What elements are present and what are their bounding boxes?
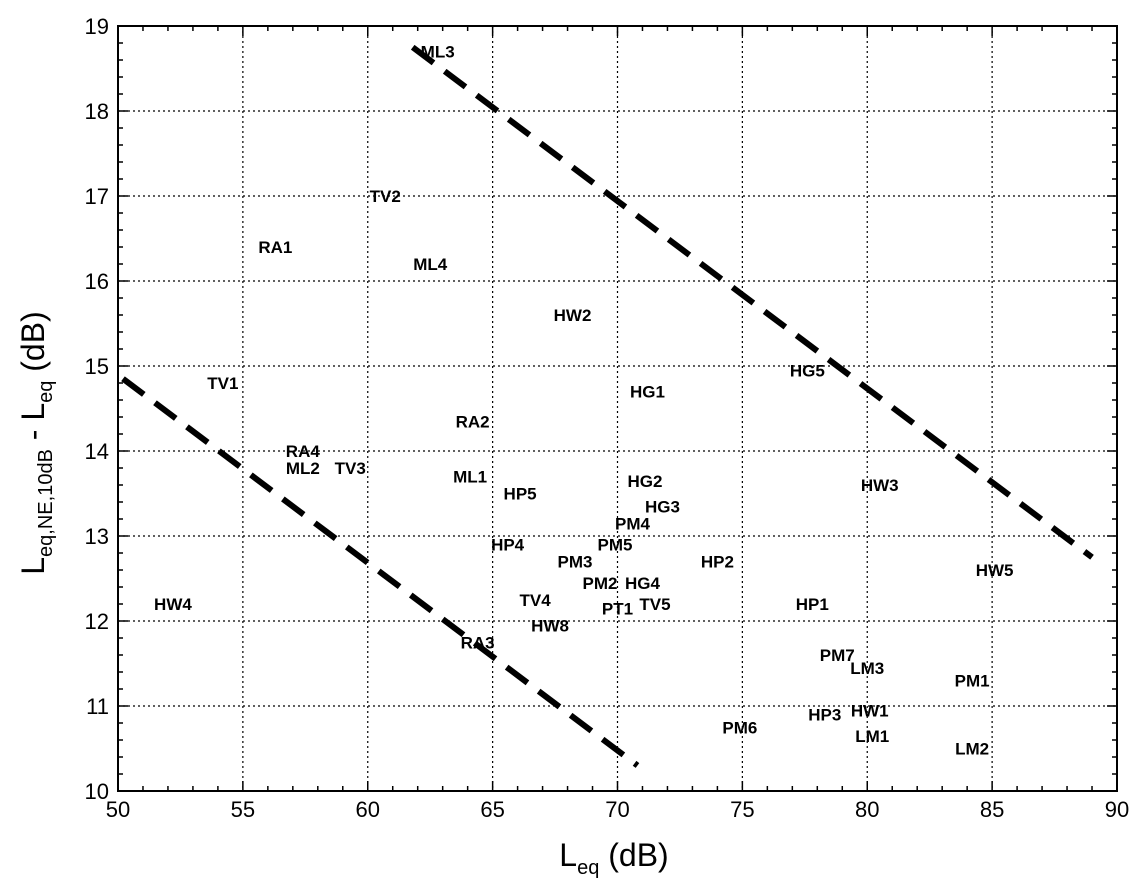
point-label: HW8 <box>531 616 569 635</box>
point-label: ML4 <box>413 255 448 274</box>
point-label: HW1 <box>851 701 889 720</box>
point-label: HP2 <box>701 553 734 572</box>
y-axis-title-sub: eq,NE,10dB <box>35 449 57 557</box>
y-axis-title: Leq,NE,10dB - Leq (dB) <box>15 311 57 574</box>
point-label: HP3 <box>808 706 841 725</box>
plot-frame <box>117 25 1118 792</box>
point-label: TV5 <box>639 595 670 614</box>
point-label: PM4 <box>615 514 651 533</box>
point-label: HW3 <box>861 476 899 495</box>
y-tick-label: 17 <box>85 184 109 209</box>
x-tick-label: 85 <box>980 797 1004 822</box>
x-tick-label: 75 <box>730 797 754 822</box>
x-tick-label: 65 <box>480 797 504 822</box>
point-label: RA1 <box>258 238 292 257</box>
point-label: RA3 <box>461 633 495 652</box>
point-label: PM7 <box>820 646 855 665</box>
point-label: HG4 <box>625 574 661 593</box>
y-tick-label: 16 <box>85 269 109 294</box>
point-label: HG2 <box>627 472 662 491</box>
point-label: RA4 <box>286 442 321 461</box>
point-label: RA2 <box>456 412 490 431</box>
point-label: HG3 <box>645 497 680 516</box>
point-label: TV2 <box>370 187 401 206</box>
point-label: HW4 <box>154 595 192 614</box>
point-label: HW5 <box>976 561 1014 580</box>
point-label: HP4 <box>491 536 525 555</box>
point-label: TV4 <box>519 591 551 610</box>
tick-labels: 50 55 60 65 70 75 80 85 90 10 11 12 13 14 15 16 17 18 19 <box>85 14 1130 822</box>
point-label: TV3 <box>335 459 366 478</box>
point-label: HP5 <box>504 485 537 504</box>
point-label: TV1 <box>207 374 238 393</box>
point-label: PM2 <box>583 574 618 593</box>
dashed-trend-line <box>121 376 640 768</box>
x-tick-label: 60 <box>356 797 380 822</box>
x-tick-label: 50 <box>106 797 130 822</box>
y-tick-label: 15 <box>85 354 109 379</box>
point-label: PM3 <box>558 553 593 572</box>
point-label: ML1 <box>453 468 487 487</box>
y-tick-label: 10 <box>85 779 109 804</box>
point-label: LM3 <box>850 659 884 678</box>
y-axis-title-mid: - L <box>15 403 51 449</box>
dashed-trend-line <box>410 44 1094 560</box>
x-tick-label: 90 <box>1105 797 1129 822</box>
point-label: PM1 <box>955 672 990 691</box>
point-label: HG1 <box>630 383 665 402</box>
x-axis-title-unit: (dB) <box>599 837 668 873</box>
y-tick-label: 12 <box>85 609 109 634</box>
point-label: HG5 <box>790 361 825 380</box>
y-axis-title-sub2: eq <box>35 381 57 403</box>
dashed-lines <box>121 44 1094 768</box>
x-tick-label: 55 <box>231 797 255 822</box>
y-tick-label: 13 <box>85 524 109 549</box>
grid <box>118 26 1117 791</box>
point-label: ML3 <box>421 43 455 62</box>
x-axis-title: Leq (dB) <box>559 837 668 879</box>
point-label: HP1 <box>796 595 829 614</box>
x-axis-title-sub: eq <box>577 857 599 879</box>
point-label: HW2 <box>554 306 592 325</box>
x-tick-label: 70 <box>605 797 629 822</box>
x-axis-title-main: L <box>559 837 577 873</box>
point-label: PM6 <box>722 718 757 737</box>
point-label: PM5 <box>598 536 633 555</box>
point-label: ML2 <box>286 459 320 478</box>
y-tick-label: 18 <box>85 99 109 124</box>
point-label: LM1 <box>855 727 889 746</box>
y-tick-label: 11 <box>86 694 109 719</box>
y-axis-title-unit: (dB) <box>15 311 51 380</box>
y-axis-title-main: L <box>15 557 51 575</box>
x-tick-label: 80 <box>855 797 879 822</box>
y-tick-label: 14 <box>85 439 109 464</box>
point-label: LM2 <box>955 740 989 759</box>
point-label: PT1 <box>602 599 633 618</box>
y-tick-label: 19 <box>85 14 109 39</box>
